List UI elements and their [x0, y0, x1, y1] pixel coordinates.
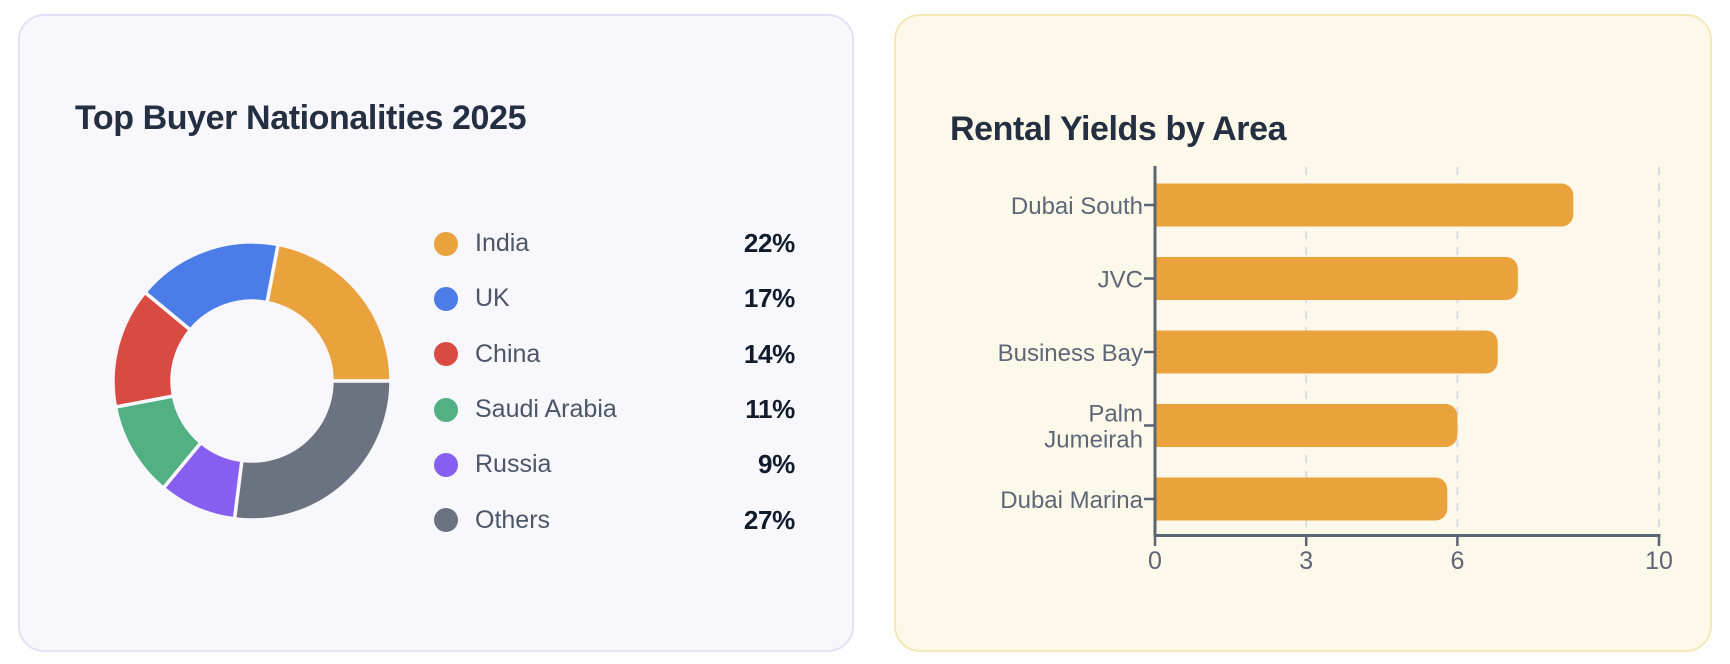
buyer-nationalities-card: Top Buyer Nationalities 2025 India 22% UK 1… [18, 14, 854, 652]
legend-item-india: India 22% [434, 216, 795, 271]
legend-value: 27% [743, 504, 795, 535]
legend-label: China [475, 339, 541, 368]
legend-item-saudi-arabia: Saudi Arabia 11% [434, 382, 795, 437]
x-tick-label-10: 10 [1645, 547, 1673, 575]
y-axis-label-palm-jumeirah-line2: Jumeirah [1044, 427, 1143, 454]
legend-color-dot-others [434, 508, 458, 533]
legend-value: 9% [758, 449, 795, 480]
donut-slice-others[interactable] [232, 379, 393, 522]
bar-jvc[interactable] [1155, 257, 1518, 300]
legend-value: 22% [743, 228, 795, 259]
y-axis-label-dubai-south: Dubai South [1011, 193, 1143, 220]
legend-color-dot-india [434, 231, 458, 256]
legend-label: Russia [475, 450, 552, 479]
bar-dubai-south[interactable] [1155, 183, 1574, 227]
legend-label: India [475, 229, 530, 258]
legend-value: 14% [743, 338, 795, 369]
x-tick-label-6: 6 [1450, 547, 1464, 575]
legend-item-china: China 14% [434, 327, 795, 382]
y-axis-label-business-bay: Business Bay [998, 340, 1143, 367]
legend-color-dot-china [434, 342, 458, 367]
legend-color-dot-russia [434, 452, 458, 477]
y-axis-label-jvc: JVC [1098, 267, 1143, 294]
legend-item-uk: UK 17% [434, 271, 795, 326]
buyer-nationalities-title: Top Buyer Nationalities 2025 [75, 99, 527, 138]
x-tick-label-3: 3 [1299, 547, 1313, 575]
legend-value: 17% [743, 283, 795, 314]
x-tick-label-0: 0 [1148, 547, 1162, 575]
legend-label: Others [475, 505, 551, 534]
legend-item-others: Others 27% [434, 492, 795, 547]
y-axis-label-palm-jumeirah-line1: Palm [1088, 401, 1143, 428]
buyer-nationalities-donut-chart [111, 240, 393, 522]
legend-item-russia: Russia 9% [434, 437, 795, 492]
bar-business-bay[interactable] [1155, 330, 1498, 374]
legend-value: 11% [745, 394, 795, 425]
legend-label: UK [475, 284, 510, 313]
y-axis-label-dubai-marina: Dubai Marina [1000, 487, 1143, 514]
legend-color-dot-uk [434, 286, 458, 311]
donut-slice-india[interactable] [264, 242, 393, 383]
bar-palm-jumeirah[interactable] [1155, 404, 1458, 447]
donut-legend: India 22% UK 17% China 14% Saudi Arabia 11% Russ… [434, 216, 795, 548]
rental-yields-title: Rental Yields by Area [950, 110, 1287, 149]
legend-color-dot-saudi-arabia [434, 397, 458, 422]
legend-label: Saudi Arabia [475, 395, 617, 424]
bar-dubai-marina[interactable] [1155, 477, 1448, 521]
rental-yields-card: Rental Yields by Area Dubai South JVC Busi… [894, 14, 1712, 652]
